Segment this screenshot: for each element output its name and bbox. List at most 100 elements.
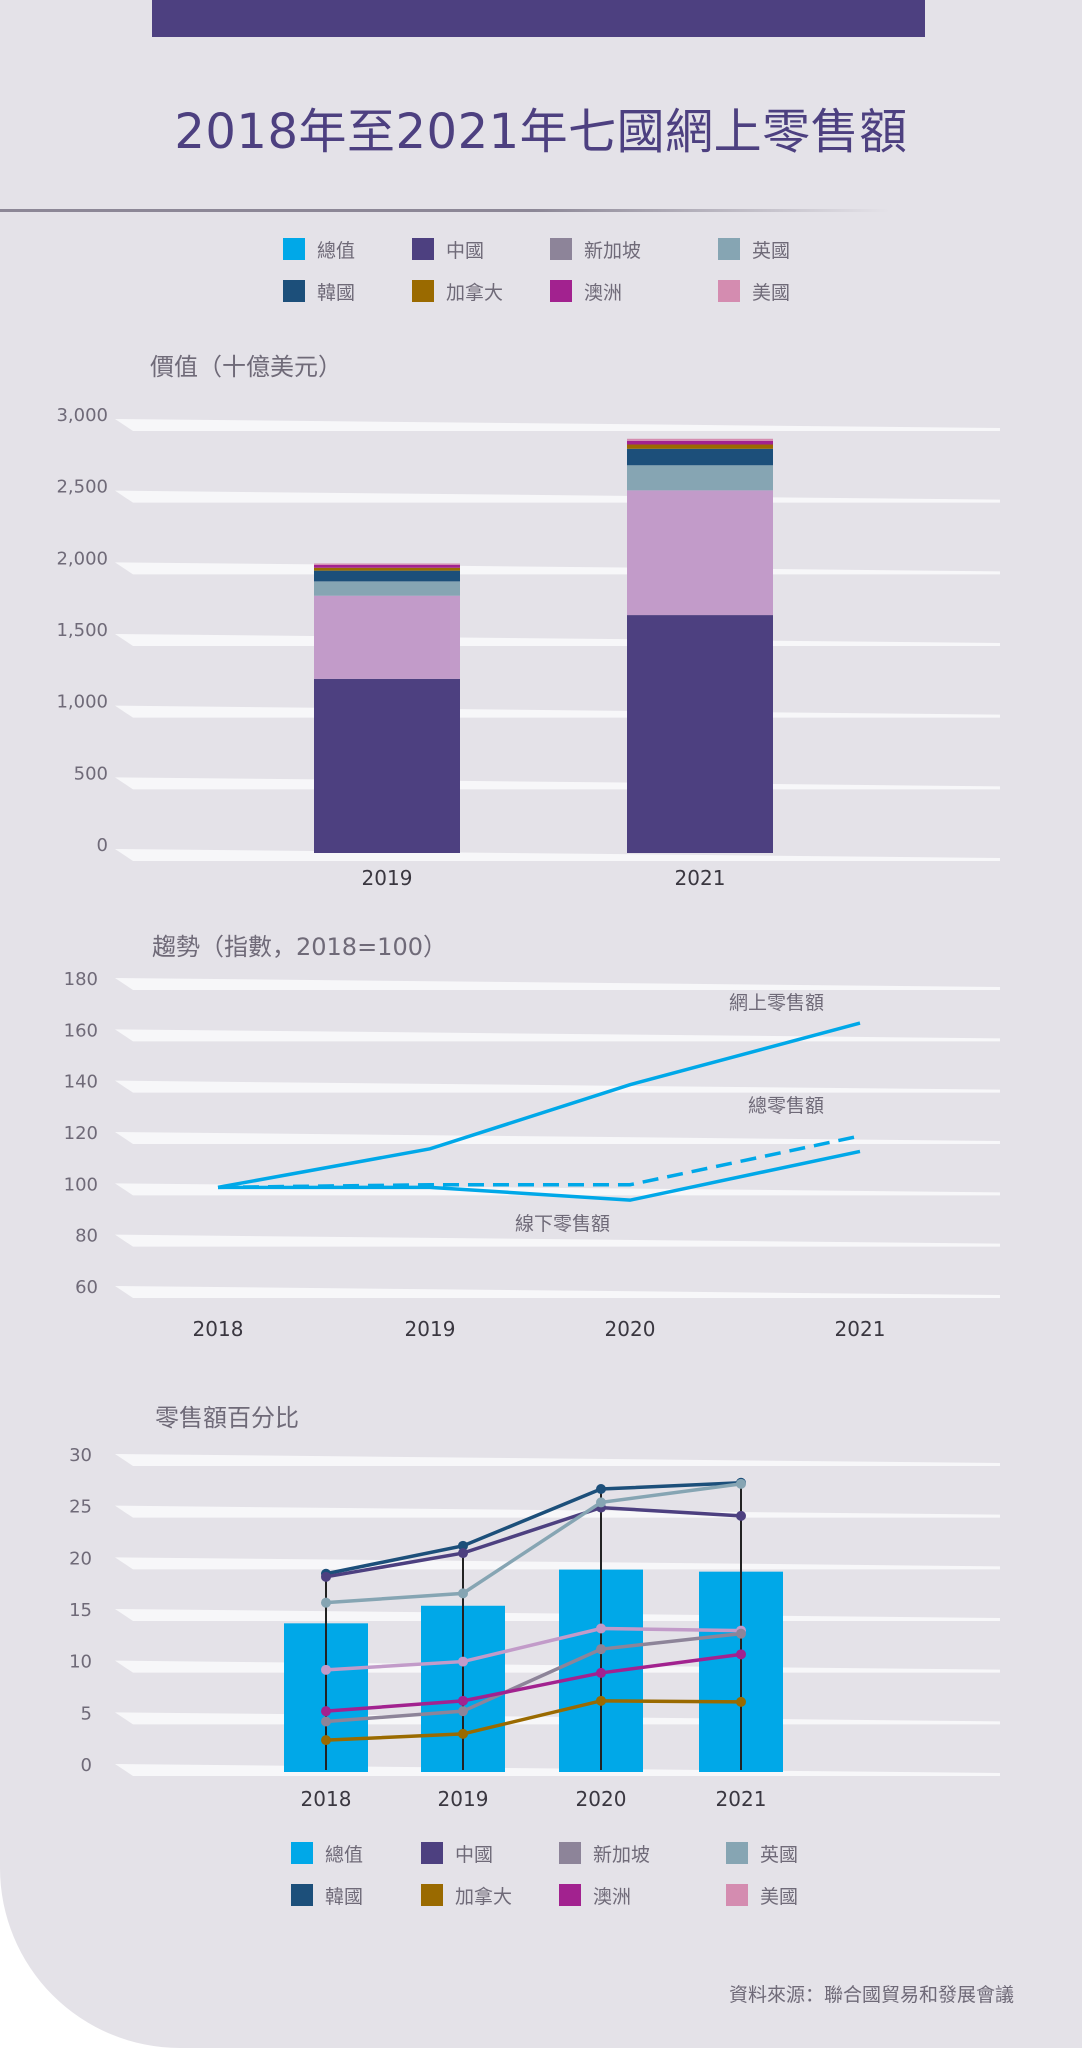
country-point [458,1548,468,1559]
y-tick-label: 20 [69,1548,92,1569]
country-point [458,1656,468,1667]
gridline [115,634,1000,646]
chart-share-title: 零售額百分比 [155,1404,299,1432]
chart-value-title: 價值（十億美元） [150,353,342,381]
legend-item: 總值 [283,236,355,262]
legend-label: 韓國 [325,1885,364,1908]
chart-trend-title: 趨勢（指數，2018=100） [152,933,447,961]
bar-segment [627,490,773,616]
legend-item: 中國 [412,236,484,262]
country-point [596,1484,606,1494]
legend-label: 中國 [446,239,485,262]
legend-item: 加拿大 [421,1882,512,1908]
y-tick-label: 5 [81,1703,92,1724]
legend-label: 英國 [760,1843,799,1866]
gridline [115,1454,1000,1466]
legend-label: 加拿大 [446,281,504,304]
y-tick-label: 100 [64,1174,98,1195]
legend-item: 英國 [718,236,790,262]
x-tick-label: 2019 [438,1787,489,1811]
legend-label: 總值 [325,1843,364,1866]
chart-trend: 60 80 100 120 140 160 180 2018 2019 2020 2021 網上零售額… [64,969,1000,1341]
legend-swatch [283,238,305,260]
page-title: 2018年至2021年七國網上零售額 [174,104,908,160]
y-tick-label: 80 [75,1226,98,1247]
y-tick-label: 3,000 [56,405,108,426]
gridline [115,1557,1000,1570]
gridline [115,1286,1000,1298]
legend-swatch [421,1884,443,1906]
legend-item: 美國 [726,1882,798,1908]
legend-item: 中國 [421,1840,493,1866]
legend-swatch [412,280,434,302]
legend-label: 中國 [455,1843,494,1866]
legend-swatch [283,280,305,302]
y-tick-label: 1,000 [56,692,108,713]
line-annotation: 線下零售額 [515,1213,610,1235]
country-point [736,1696,746,1707]
gridline [115,978,1000,990]
line-annotation: 總零售額 [748,1095,824,1117]
legend-label: 加拿大 [455,1885,513,1908]
x-tick-label: 2020 [605,1317,656,1341]
gridline [115,777,1000,790]
gridline [115,419,1000,431]
legend-item: 新加坡 [550,236,641,262]
legend-label: 英國 [752,239,791,262]
x-tick-label: 2018 [193,1317,244,1341]
legend-bottom: 總值 中國 新加坡 英國韓國 加拿大 澳洲 美國 [0,1840,1082,1930]
legend-swatch [726,1842,748,1864]
gridline [115,1609,1000,1621]
trend-line [217,1021,861,1190]
legend-swatch [421,1842,443,1864]
country-line [325,1699,742,1742]
legend-item: 美國 [718,278,790,304]
country-point [736,1478,746,1489]
country-point [458,1695,468,1706]
bar-segment [627,448,773,466]
x-tick-label: 2019 [405,1317,456,1341]
legend-top: 總值 中國 新加坡 英國韓國 加拿大 澳洲 美國 [0,236,1082,326]
gridline [115,849,1000,861]
gridline [115,490,1000,503]
x-tick-label: 2020 [576,1787,627,1811]
x-tick-label: 2018 [301,1787,352,1811]
bar-segment [314,564,460,568]
country-point [321,1664,331,1675]
bar-segment [314,563,460,565]
country-point [458,1540,468,1551]
country-point [596,1667,606,1678]
x-tick-label: 2021 [716,1787,767,1811]
legend-label: 新加坡 [584,239,642,262]
legend-swatch [718,280,740,302]
x-tick-label: 2019 [362,866,413,890]
legend-swatch [559,1884,581,1906]
legend-item: 韓國 [283,278,355,304]
legend-item: 澳洲 [559,1882,631,1908]
legend-item: 加拿大 [412,278,503,304]
country-line [325,1631,742,1724]
country-point [596,1623,606,1634]
legend-label: 澳洲 [584,281,623,304]
country-line [325,1505,742,1579]
legend-swatch [412,238,434,260]
legend-label: 總值 [317,239,356,262]
legend-item: 總值 [291,1840,363,1866]
bar-segment [314,567,460,571]
gridline [115,1080,1000,1093]
country-line [325,1482,742,1605]
country-point [321,1571,331,1582]
legend-swatch [291,1842,313,1864]
legend-label: 韓國 [317,281,356,304]
country-point [321,1597,331,1608]
bar-segment [314,570,460,582]
legend-label: 新加坡 [593,1843,651,1866]
x-tick-label: 2021 [835,1317,886,1341]
legend-label: 澳洲 [593,1885,632,1908]
header-bar [152,0,925,37]
legend-item: 英國 [726,1840,798,1866]
bar-segment [314,595,460,679]
line-annotation: 網上零售額 [729,992,824,1014]
legend-swatch [718,238,740,260]
